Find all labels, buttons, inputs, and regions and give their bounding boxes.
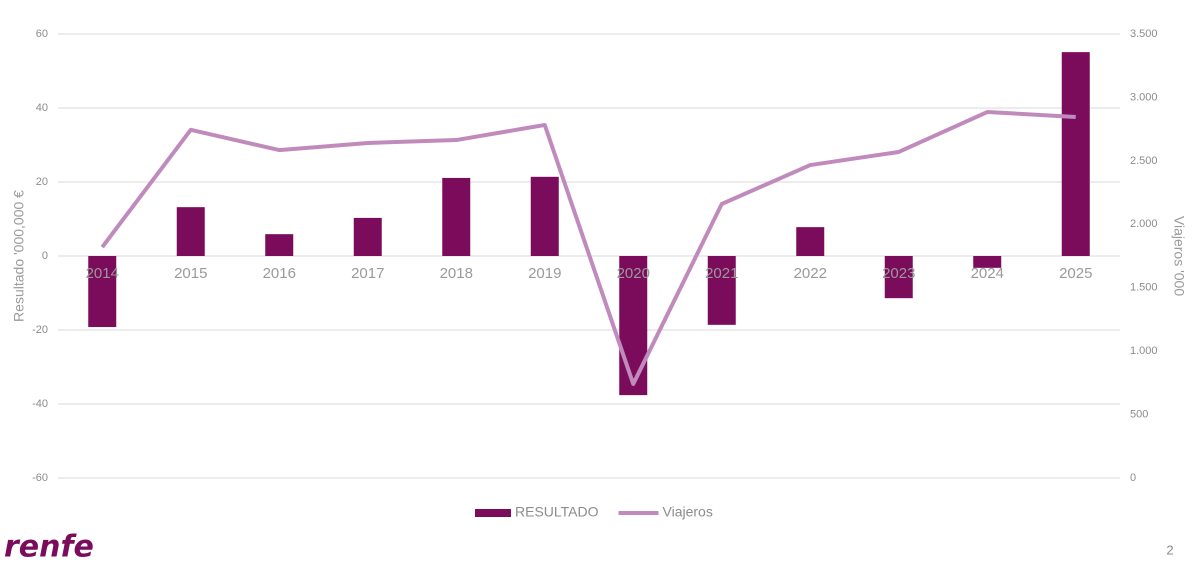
x-tick-label: 2018 (440, 265, 473, 282)
y2-tick-label: 1.500 (1130, 282, 1158, 294)
y2-tick-label: 2.500 (1130, 155, 1158, 167)
x-tick-label: 2022 (794, 265, 827, 282)
x-tick-label: 2020 (617, 265, 650, 282)
x-tick-label: 2017 (351, 265, 384, 282)
y2-axis-label: Viajeros '000 (1171, 216, 1187, 296)
y2-tick-label: 500 (1130, 408, 1148, 420)
bar (88, 256, 117, 328)
bar (619, 256, 648, 396)
bar (973, 256, 1002, 268)
bar (442, 177, 471, 256)
y2-tick-label: 3.500 (1130, 28, 1158, 40)
x-tick-label: 2021 (705, 265, 738, 282)
y-tick-label: -20 (32, 324, 48, 336)
legend-label: Viajeros (663, 504, 713, 520)
y-tick-label: -60 (32, 472, 48, 484)
line (100, 110, 1076, 386)
bar (265, 234, 294, 256)
page-number: 2 (1166, 542, 1173, 557)
bar (530, 176, 559, 256)
bar (796, 227, 825, 256)
y2-tick-label: 1.000 (1130, 345, 1158, 357)
y-tick-label: 20 (36, 176, 48, 188)
y2-tick-label: 2.000 (1130, 218, 1158, 230)
y-tick-label: -40 (32, 398, 48, 410)
logo: renfe (4, 530, 94, 565)
y-tick-label: 60 (36, 28, 48, 40)
x-tick-label: 2014 (86, 265, 119, 282)
x-tick-label: 2025 (1059, 265, 1092, 282)
y-tick-label: 40 (36, 102, 48, 114)
legend-label: RESULTADO (515, 504, 599, 520)
x-tick-label: 2016 (263, 265, 296, 282)
x-tick-label: 2024 (971, 265, 1004, 282)
y2-tick-label: 3.000 (1130, 91, 1158, 103)
x-tick-label: 2019 (528, 265, 561, 282)
legend-swatch (475, 509, 511, 517)
y-tick-label: 0 (42, 250, 48, 262)
y2-tick-label: 0 (1130, 472, 1136, 484)
bar (1061, 52, 1090, 256)
bar (176, 207, 205, 256)
bar (884, 256, 913, 299)
x-tick-label: 2023 (882, 265, 915, 282)
bar (353, 217, 382, 256)
x-tick-label: 2015 (174, 265, 207, 282)
y-axis-label: Resultado '000,000 € (11, 190, 27, 322)
bar (707, 256, 736, 325)
